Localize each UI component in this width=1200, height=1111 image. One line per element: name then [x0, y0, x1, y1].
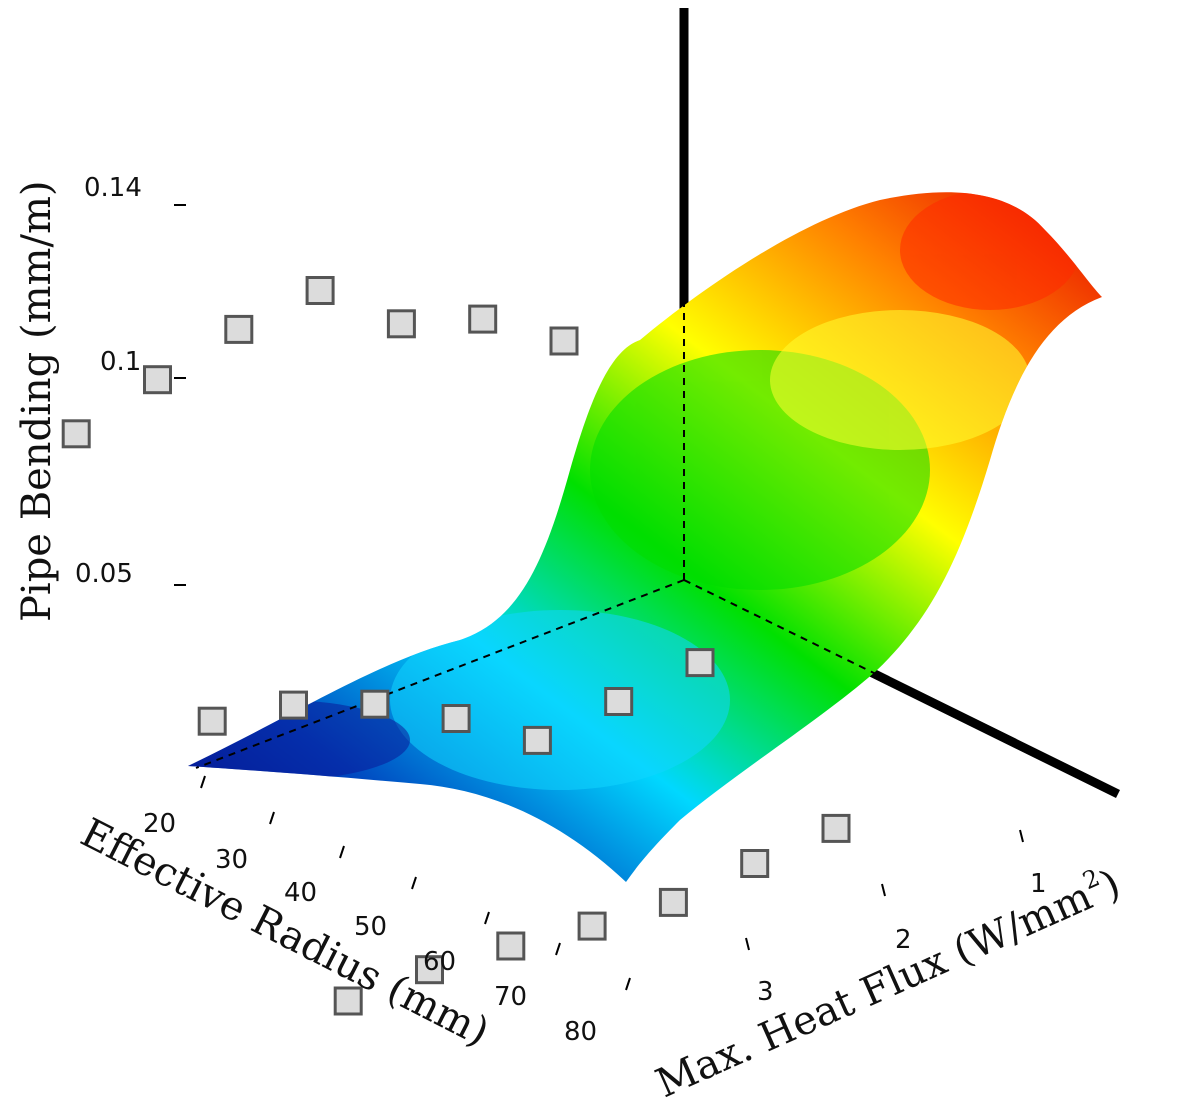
x-tick-mark	[555, 942, 561, 956]
x-axis-title: Effective Radius (mm)	[73, 810, 496, 1056]
x-tick-mark	[625, 977, 631, 991]
y-tick-mark	[1019, 829, 1024, 843]
measured-point	[577, 911, 607, 941]
y-axis-title: Max. Heat Flux (W/mm2)	[648, 857, 1127, 1107]
measured-point	[415, 955, 444, 985]
surface-shade-blob	[900, 192, 1080, 310]
x-tick-label: 70	[494, 982, 527, 1012]
surface-shade-blob	[390, 610, 730, 790]
x-tick-mark	[200, 775, 206, 789]
y-tick-label: 1	[1030, 869, 1047, 899]
z-tick-label: 0.1	[100, 347, 141, 377]
y-ticks: 1 2 3	[745, 829, 1047, 1007]
z-axis-title: Pipe Bending (mm/m)	[14, 181, 60, 622]
x-tick-mark	[484, 911, 490, 925]
measured-point	[360, 689, 390, 719]
y-tick-label: 2	[895, 925, 912, 955]
x-tick-label: 80	[564, 1017, 597, 1047]
x-tick-label: 20	[143, 809, 176, 839]
measured-point	[821, 813, 851, 843]
measured-point	[386, 309, 416, 339]
measured-point-markers	[61, 276, 851, 1016]
measured-point	[441, 704, 471, 733]
measured-point	[143, 365, 172, 395]
measured-point	[333, 986, 363, 1016]
z-tick-label: 0.14	[84, 173, 142, 203]
measured-point	[549, 326, 579, 356]
x-tick-label: 50	[354, 912, 387, 942]
y-tick-label: 3	[757, 977, 774, 1007]
x-tick-mark	[411, 876, 417, 890]
hidden-y-axis	[683, 579, 881, 677]
x-tick-label: 60	[423, 947, 456, 977]
measured-point	[224, 314, 254, 344]
x-tick-mark	[269, 811, 275, 825]
surface-shade-blob	[770, 310, 1030, 450]
measured-point	[604, 687, 634, 716]
measured-point	[740, 849, 770, 878]
x-ticks: 20 30 40 50 60 70 80	[143, 775, 631, 1047]
y-tick-mark	[881, 883, 886, 897]
measured-point	[279, 690, 308, 720]
hidden-axes	[195, 300, 881, 769]
measured-point	[197, 706, 227, 736]
y-axis-title-main: Max. Heat Flux (W/mm	[649, 873, 1099, 1107]
x-tick-label: 30	[215, 845, 248, 875]
hidden-x-axis	[195, 579, 685, 769]
y-tick-mark	[745, 937, 750, 951]
measured-point	[496, 931, 526, 961]
measured-point	[61, 419, 91, 449]
measured-point	[305, 276, 335, 305]
z-ticks: 0.14 0.1 0.05	[75, 173, 186, 589]
x-tick-label: 40	[284, 878, 317, 908]
z-tick-label: 0.05	[75, 559, 133, 589]
measured-point	[468, 304, 498, 334]
measured-point	[658, 887, 688, 917]
measured-point	[522, 725, 552, 755]
measured-point	[685, 648, 715, 678]
x-tick-mark	[339, 845, 345, 859]
